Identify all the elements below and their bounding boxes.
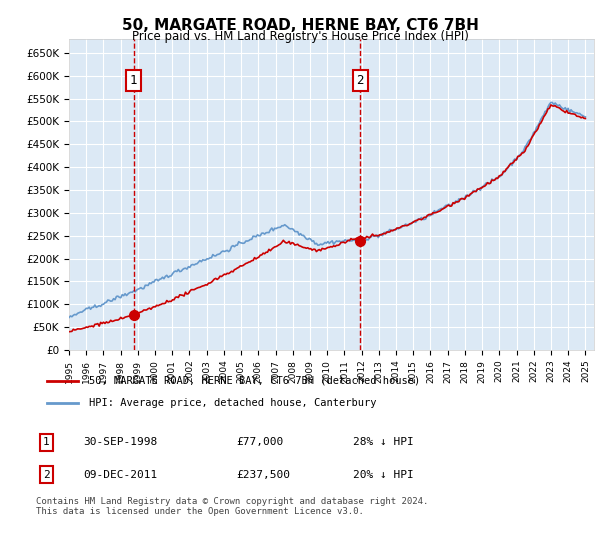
Text: £77,000: £77,000 bbox=[236, 437, 284, 447]
Text: 2: 2 bbox=[43, 470, 50, 480]
Text: 30-SEP-1998: 30-SEP-1998 bbox=[83, 437, 158, 447]
Text: 2: 2 bbox=[356, 74, 364, 87]
Text: Price paid vs. HM Land Registry's House Price Index (HPI): Price paid vs. HM Land Registry's House … bbox=[131, 30, 469, 43]
Text: 1: 1 bbox=[43, 437, 50, 447]
Text: 50, MARGATE ROAD, HERNE BAY, CT6 7BH (detached house): 50, MARGATE ROAD, HERNE BAY, CT6 7BH (de… bbox=[89, 376, 420, 386]
Text: 50, MARGATE ROAD, HERNE BAY, CT6 7BH: 50, MARGATE ROAD, HERNE BAY, CT6 7BH bbox=[122, 18, 478, 34]
Text: 28% ↓ HPI: 28% ↓ HPI bbox=[353, 437, 413, 447]
Text: Contains HM Land Registry data © Crown copyright and database right 2024.
This d: Contains HM Land Registry data © Crown c… bbox=[36, 497, 428, 516]
Text: 1: 1 bbox=[130, 74, 137, 87]
Text: £237,500: £237,500 bbox=[236, 470, 290, 480]
Text: 09-DEC-2011: 09-DEC-2011 bbox=[83, 470, 158, 480]
Text: HPI: Average price, detached house, Canterbury: HPI: Average price, detached house, Cant… bbox=[89, 398, 376, 408]
Text: 20% ↓ HPI: 20% ↓ HPI bbox=[353, 470, 413, 480]
